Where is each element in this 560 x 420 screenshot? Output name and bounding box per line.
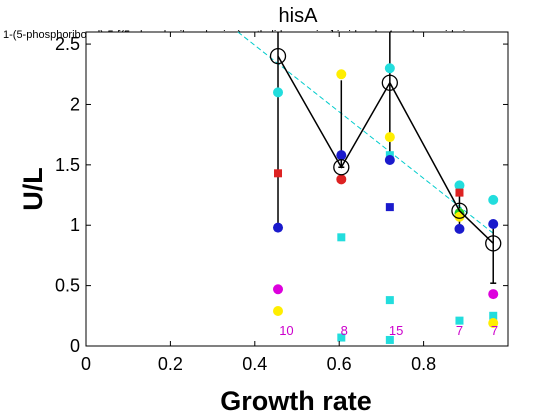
y-tick-label: 0 bbox=[70, 336, 80, 356]
data-point-circle bbox=[488, 289, 499, 300]
mean-marker bbox=[269, 48, 287, 65]
mean-marker bbox=[485, 235, 502, 252]
y-tick-label: 1 bbox=[70, 215, 80, 235]
data-point-circle bbox=[273, 284, 284, 295]
mean-line bbox=[277, 55, 494, 244]
points-layer bbox=[273, 63, 499, 344]
data-point-circle bbox=[488, 194, 499, 205]
data-point-square bbox=[455, 316, 464, 325]
trend-line-layer bbox=[237, 31, 496, 236]
trend-line bbox=[237, 31, 496, 236]
mean-marker bbox=[451, 202, 468, 219]
data-point-square bbox=[385, 335, 394, 344]
y-axis-title: U/L bbox=[18, 167, 48, 211]
chart-title: hisA bbox=[279, 5, 319, 27]
count-label-layer: 10 8 15 7 7 bbox=[279, 323, 498, 338]
data-point-circle bbox=[488, 318, 499, 329]
mean-marker bbox=[333, 159, 350, 176]
x-axis-ticks: 0 0.2 0.4 0.6 0.8 bbox=[81, 32, 436, 374]
data-point-circle bbox=[273, 305, 284, 316]
data-point-circle bbox=[384, 132, 395, 143]
x-axis-title: Growth rate bbox=[220, 386, 372, 416]
data-point-square bbox=[455, 188, 464, 197]
data-point-square bbox=[337, 233, 346, 242]
y-tick-label: 0.5 bbox=[55, 276, 80, 296]
data-point-square bbox=[489, 311, 498, 320]
data-point-circle bbox=[273, 87, 284, 98]
y-tick-label: 2.5 bbox=[55, 34, 80, 54]
plot-area bbox=[85, 31, 509, 347]
data-point-circle bbox=[384, 155, 395, 166]
data-point-square bbox=[274, 169, 283, 178]
x-tick-label: 0.8 bbox=[411, 354, 436, 374]
data-point-circle bbox=[488, 219, 499, 230]
data-point-circle bbox=[384, 63, 395, 74]
count-label: 7 bbox=[491, 323, 498, 338]
x-tick-label: 0.4 bbox=[242, 354, 267, 374]
mean-series-layer bbox=[269, 48, 502, 252]
count-label: 15 bbox=[389, 323, 403, 338]
x-tick-label: 0.6 bbox=[327, 354, 352, 374]
data-point-circle bbox=[336, 69, 347, 80]
y-axis-ticks: 0 0.5 1 1.5 2 2.5 bbox=[55, 34, 508, 356]
y-tick-label: 1.5 bbox=[55, 155, 80, 175]
count-label: 7 bbox=[456, 323, 463, 338]
count-label: 10 bbox=[279, 323, 293, 338]
x-tick-label: 0.2 bbox=[158, 354, 183, 374]
data-point-square bbox=[385, 203, 394, 212]
count-label: 8 bbox=[341, 323, 348, 338]
y-tick-label: 2 bbox=[70, 94, 80, 114]
mean-marker bbox=[381, 74, 398, 91]
x-tick-label: 0 bbox=[81, 354, 91, 374]
data-point-circle bbox=[454, 180, 465, 191]
data-point-square bbox=[337, 333, 346, 342]
data-point-square bbox=[385, 296, 394, 305]
data-point-circle bbox=[454, 211, 465, 222]
data-point-circle bbox=[336, 150, 347, 161]
data-point-circle bbox=[454, 223, 465, 234]
data-point-circle bbox=[336, 174, 347, 185]
data-point-circle bbox=[273, 222, 284, 233]
